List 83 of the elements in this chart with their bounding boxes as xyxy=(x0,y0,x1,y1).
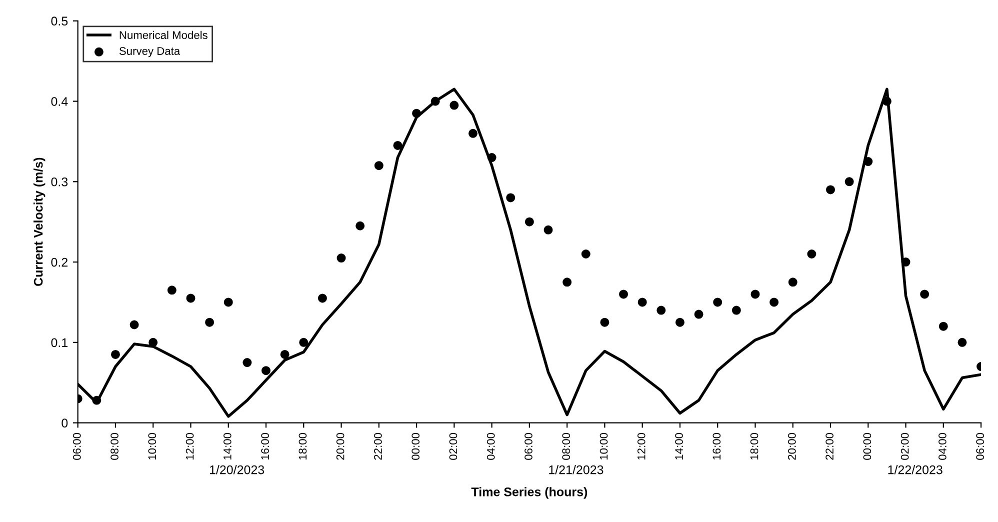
x-tick-label: 14:00 xyxy=(223,432,232,460)
point xyxy=(412,108,422,118)
point xyxy=(638,298,647,307)
y-axis-title: Current Velocity (m/s) xyxy=(34,158,46,286)
point xyxy=(750,290,760,299)
point xyxy=(130,320,139,330)
x-tick-label: 02:00 xyxy=(900,432,909,460)
point xyxy=(242,358,252,368)
point xyxy=(770,298,779,307)
x-tick-label: 20:00 xyxy=(788,432,796,460)
point xyxy=(205,318,214,327)
point xyxy=(600,318,610,327)
x-tick-label: 10:00 xyxy=(600,432,608,460)
point xyxy=(336,254,346,263)
point xyxy=(619,290,628,299)
point xyxy=(299,338,308,347)
point xyxy=(826,185,835,194)
y-tick-label: 0.2 xyxy=(51,258,68,267)
x-tick-label: 06:00 xyxy=(976,432,984,460)
x-tick-label: 10:00 xyxy=(148,432,156,460)
x-tick-label: 22:00 xyxy=(826,432,834,460)
x-axis-title: Time Series (hours) xyxy=(471,487,588,499)
point xyxy=(844,177,854,186)
x-tick-label: 12:00 xyxy=(186,432,194,460)
legend-label: Numerical Models xyxy=(120,30,208,40)
point xyxy=(920,290,930,299)
text: 1/22/2023 xyxy=(888,465,942,474)
point xyxy=(524,217,534,226)
y-tick-label: 0 xyxy=(62,418,68,428)
point xyxy=(110,350,120,359)
text: 1/20/2023 xyxy=(210,465,264,474)
x-tick-label: 06:00 xyxy=(72,432,81,460)
point xyxy=(356,221,365,230)
point xyxy=(788,278,798,287)
x-tick-label: 16:00 xyxy=(712,432,721,460)
point xyxy=(562,278,572,287)
point xyxy=(92,396,102,405)
point xyxy=(938,322,948,331)
point xyxy=(807,250,816,259)
x-tick-label: 04:00 xyxy=(486,432,495,460)
x-tick-label: 12:00 xyxy=(637,432,646,460)
point xyxy=(901,258,910,267)
point xyxy=(224,298,233,307)
x-tick-label: 18:00 xyxy=(298,432,307,460)
point xyxy=(581,250,590,259)
point xyxy=(544,225,553,234)
point xyxy=(468,128,478,138)
y-tick-label: 0.4 xyxy=(51,97,68,106)
point xyxy=(713,298,722,307)
point xyxy=(167,286,176,295)
point xyxy=(656,306,666,315)
point xyxy=(148,338,158,347)
point xyxy=(487,153,496,162)
x-tick-label: 04:00 xyxy=(938,432,946,460)
x-tick-label: 00:00 xyxy=(863,432,872,460)
x-tick-label: 18:00 xyxy=(750,432,758,460)
x-tick-label: 08:00 xyxy=(110,432,118,460)
text: 1/21/2023 xyxy=(549,465,604,474)
point xyxy=(374,161,384,170)
point xyxy=(675,318,684,327)
legend-label: Survey Data xyxy=(119,47,180,58)
point xyxy=(318,294,327,303)
x-tick-label: 00:00 xyxy=(412,432,420,460)
point xyxy=(393,140,402,150)
point xyxy=(186,294,196,303)
point xyxy=(262,366,271,376)
x-tick-label: 22:00 xyxy=(374,432,382,460)
x-tick-label: 20:00 xyxy=(336,432,344,460)
point xyxy=(958,338,967,347)
x-tick-label: 14:00 xyxy=(675,432,683,460)
y-tick-label: 0.3 xyxy=(51,177,68,186)
point xyxy=(732,306,741,315)
point xyxy=(430,96,440,106)
x-tick-label: 16:00 xyxy=(261,432,269,460)
x-tick-label: 06:00 xyxy=(524,432,532,460)
y-tick-label: 0.1 xyxy=(51,338,68,348)
y-tick-label: 0.5 xyxy=(51,16,68,26)
point xyxy=(694,310,704,319)
point xyxy=(280,350,290,359)
x-tick-label: 02:00 xyxy=(449,432,458,460)
x-tick-label: 08:00 xyxy=(562,432,570,460)
point xyxy=(506,193,516,202)
point xyxy=(450,100,459,110)
